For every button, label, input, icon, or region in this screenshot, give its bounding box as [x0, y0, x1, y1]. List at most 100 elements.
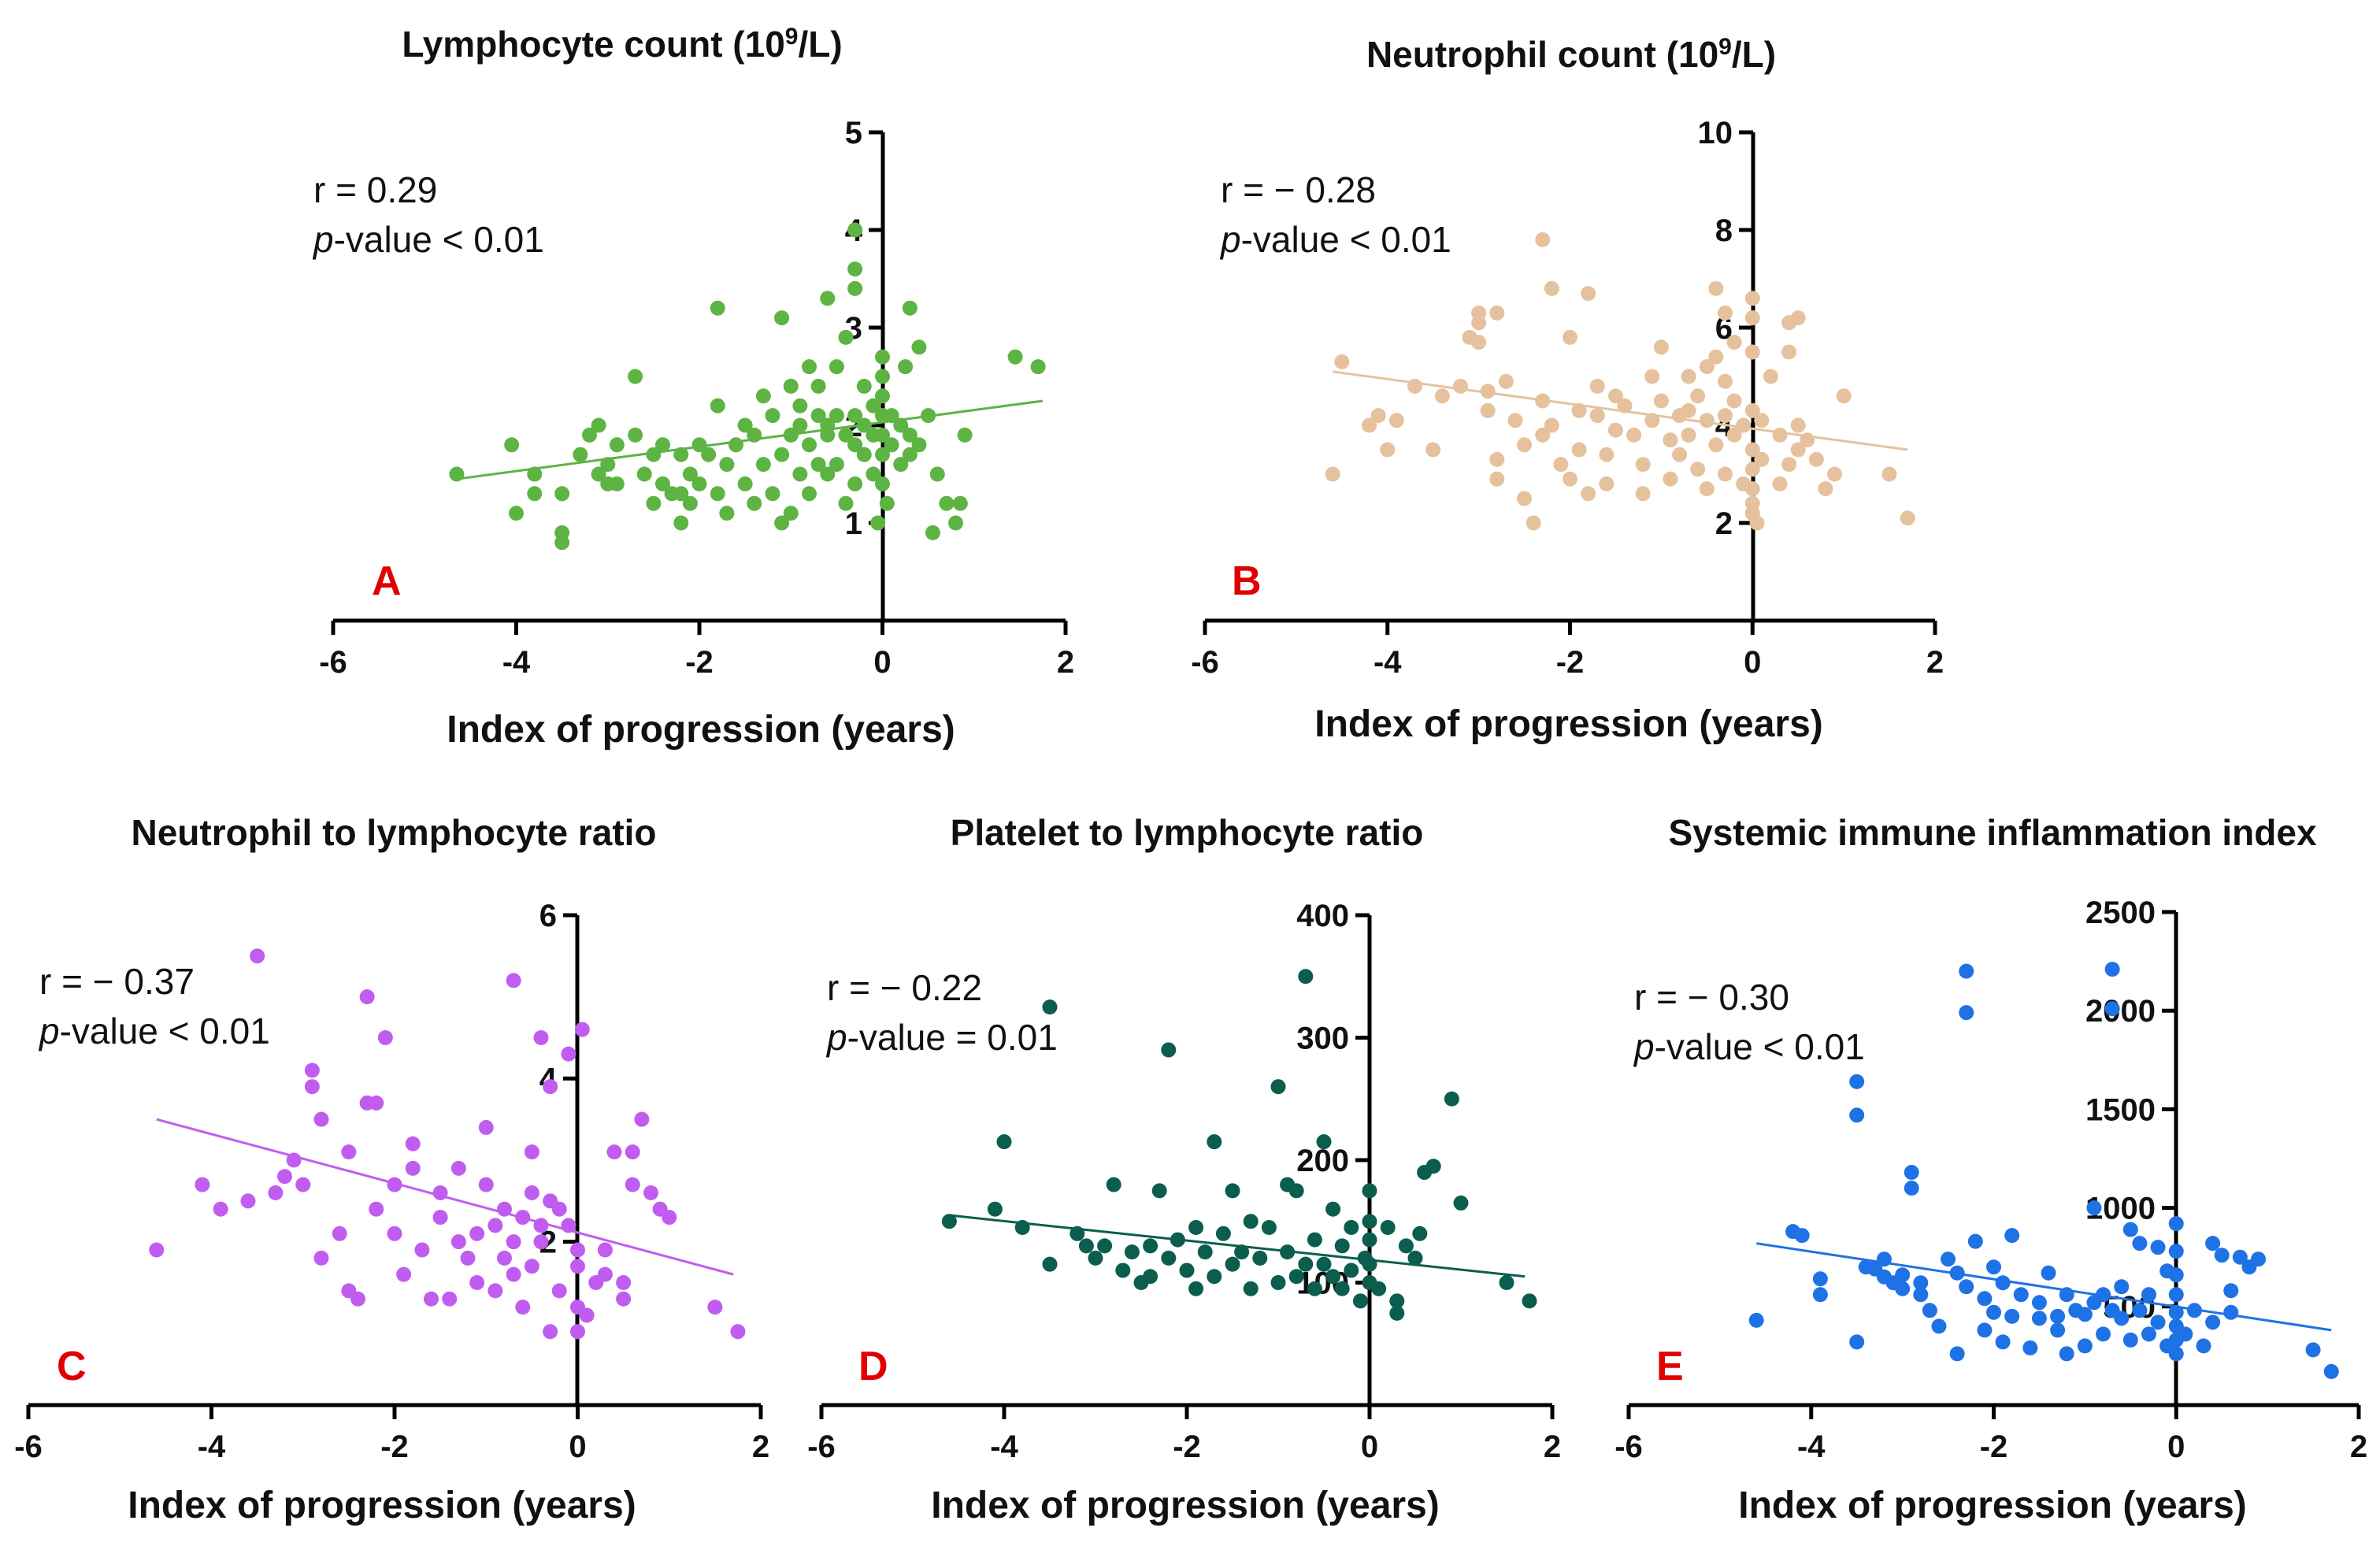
data-point [606, 1144, 622, 1160]
data-point [332, 1226, 347, 1241]
data-point [369, 1095, 384, 1111]
panel-b: Neutrophil count (109/L) r = − 0.28 p-va… [1191, 34, 1944, 745]
p-value: p-value < 0.01 [312, 219, 544, 260]
data-point [609, 437, 625, 453]
data-point [911, 437, 927, 453]
data-point [1808, 451, 1824, 467]
data-point [570, 1242, 585, 1258]
data-point [1690, 388, 1706, 404]
data-point [1344, 1220, 1359, 1236]
data-point [2168, 1216, 2184, 1232]
y-tick-label: 8 [1715, 213, 1733, 248]
data-point [515, 1300, 531, 1315]
x-tick-label: -4 [502, 645, 531, 680]
data-point [1170, 1232, 1185, 1248]
y-tick-label: 1 [845, 506, 862, 541]
data-point [2031, 1311, 2047, 1326]
data-point [478, 1120, 494, 1136]
data-point [783, 378, 799, 394]
x-tick-label: -4 [1797, 1429, 1826, 1464]
data-point [1708, 349, 1724, 365]
data-point [1571, 442, 1587, 458]
data-point [504, 437, 520, 453]
data-point [527, 466, 543, 482]
data-point [1589, 378, 1605, 394]
data-point [655, 476, 670, 491]
data-point [701, 447, 717, 462]
data-point [1334, 1281, 1350, 1296]
data-point [1371, 1281, 1387, 1296]
data-point [625, 1177, 640, 1192]
data-point [497, 1250, 512, 1266]
data-point [573, 447, 588, 462]
data-point [1744, 310, 1760, 326]
data-point [551, 1283, 567, 1299]
data-point [1288, 1269, 1304, 1285]
r-value: r = − 0.22 [827, 967, 982, 1008]
data-point [1959, 1279, 1974, 1295]
y-tick-label: 6 [539, 899, 557, 933]
data-point [856, 447, 872, 462]
data-point [719, 457, 735, 473]
data-point [387, 1226, 402, 1241]
data-point [673, 515, 689, 531]
data-point [810, 408, 826, 424]
y-tick-label: 1500 [2085, 1092, 2156, 1127]
data-point [1736, 417, 1752, 433]
data-point [810, 457, 826, 473]
data-point [662, 1210, 677, 1226]
x-tick-label: 0 [873, 645, 891, 680]
data-point [1480, 384, 1496, 399]
y-tick-label: 400 [1296, 899, 1349, 933]
data-point [396, 1266, 412, 1282]
data-point [1977, 1291, 1993, 1307]
data-point [1949, 1265, 1965, 1281]
data-point [1498, 373, 1514, 389]
data-point [902, 427, 918, 443]
data-point [2004, 1228, 2020, 1244]
data-point [1772, 476, 1788, 491]
data-point [543, 1079, 558, 1095]
data-point [1644, 369, 1660, 384]
data-point [1986, 1259, 2001, 1275]
data-point [941, 1214, 957, 1229]
p-value: p-value < 0.01 [38, 1010, 270, 1051]
panel-letter: E [1656, 1344, 1684, 1389]
data-point [1717, 466, 1733, 482]
data-point [1663, 432, 1678, 448]
data-point [1225, 1256, 1240, 1272]
data-point [469, 1226, 485, 1241]
data-point [682, 495, 698, 511]
data-point [1207, 1269, 1222, 1285]
data-point [792, 417, 808, 433]
data-point [509, 506, 524, 521]
data-point [561, 1046, 576, 1062]
data-point [277, 1169, 292, 1185]
chart-title: Lymphocyte count (109/L) [402, 24, 842, 65]
data-point [1517, 437, 1533, 453]
data-point [1744, 291, 1760, 306]
data-point [838, 495, 854, 511]
data-point [497, 1201, 512, 1217]
data-point [829, 359, 844, 375]
data-point [765, 408, 780, 424]
data-point [774, 515, 790, 531]
data-point [2168, 1267, 2184, 1283]
data-point [1535, 393, 1551, 409]
data-point [737, 417, 753, 433]
panel-e: Systemic immune inflammation index r = −… [1614, 812, 2367, 1526]
data-point [902, 300, 918, 316]
data-point [1444, 1091, 1459, 1107]
chart-title: Neutrophil count (109/L) [1366, 34, 1776, 75]
data-point [1007, 349, 1023, 365]
data-point [1672, 447, 1688, 462]
data-point [2096, 1326, 2111, 1342]
data-point [1161, 1250, 1177, 1266]
r-value: r = 0.29 [313, 169, 437, 210]
data-point [820, 466, 836, 482]
data-point [856, 417, 872, 433]
data-point [1507, 413, 1523, 428]
data-point [1726, 335, 1742, 350]
data-point [2132, 1303, 2148, 1318]
